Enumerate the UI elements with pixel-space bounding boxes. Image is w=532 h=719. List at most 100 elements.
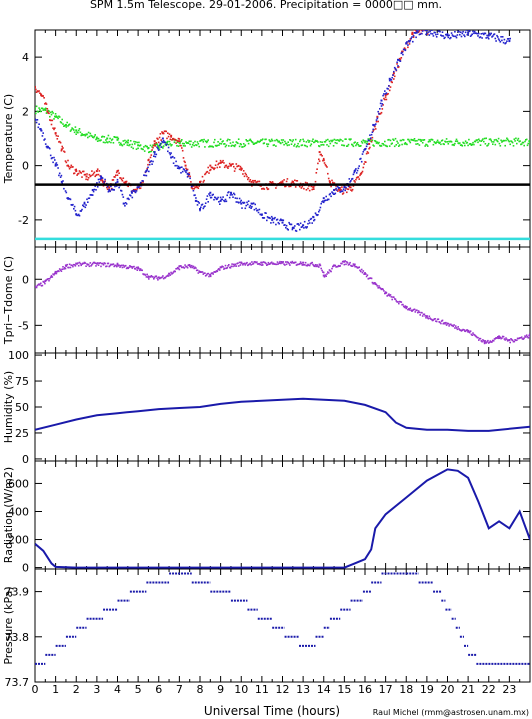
data-point [211,166,214,169]
data-point [389,86,392,88]
data-point [79,210,82,212]
data-point [412,139,415,142]
data-point [170,144,172,147]
data-point [145,170,148,173]
data-point [154,145,157,147]
data-point [218,144,220,146]
data-point [387,88,389,90]
data-point [237,265,240,267]
data-point [120,142,122,145]
data-point [389,139,392,142]
data-point [91,194,94,196]
data-point [448,325,450,327]
data-point [446,141,449,143]
data-point [269,140,271,143]
data-point [378,141,380,144]
data-point [463,329,465,331]
data-point [51,276,54,278]
data-point [486,145,488,147]
data-point [483,33,485,36]
data-point [494,37,497,40]
data-point [287,141,289,143]
data-point [153,144,155,147]
data-point [435,141,438,143]
data-point [246,201,248,204]
y-axis-label: Temperature (C) [2,94,15,184]
data-point [366,151,369,153]
data-point [428,34,431,36]
data-point [392,74,394,76]
data-point [471,143,473,146]
data-point [73,172,76,174]
data-point [116,180,119,183]
data-point [125,267,128,270]
data-point [391,76,393,79]
data-point [449,140,451,143]
data-point [204,140,207,142]
data-point [299,261,302,263]
data-point [89,262,92,264]
data-point [276,139,279,142]
data-point [209,275,212,278]
data-point [41,95,44,97]
data-point [414,140,417,142]
data-point [371,139,374,141]
data-point [295,230,298,232]
data-point [50,274,53,277]
data-point [87,201,89,203]
data-point [487,37,490,40]
series-group [35,468,530,569]
data-point [88,135,91,138]
data-point [361,153,364,155]
data-point [68,266,70,269]
data-point [63,268,65,270]
data-point [238,261,241,264]
data-point [141,148,143,150]
data-point [108,186,111,189]
data-point [139,187,142,189]
data-point [343,144,346,147]
data-point [335,266,337,268]
x-tick-label: 1 [52,683,59,696]
data-point [379,286,381,289]
data-point [213,198,215,201]
data-point [449,37,451,40]
data-point [416,140,418,142]
data-point [194,186,196,188]
data-point [219,199,222,202]
data-point [49,154,52,157]
data-point [351,177,354,180]
data-point [502,139,505,142]
data-point [60,122,63,124]
data-point [484,32,487,35]
data-point [313,141,316,143]
data-point [322,271,325,274]
data-point [85,265,87,267]
data-point [335,187,337,190]
data-point [308,222,311,224]
data-point [322,159,325,162]
data-point [156,146,158,149]
data-point [499,41,502,43]
data-point [175,142,177,144]
data-point [516,139,519,141]
data-point [339,189,342,192]
data-point [180,140,182,142]
data-point [116,263,119,266]
data-point [100,175,102,178]
y-tick-label: 50 [15,401,29,414]
data-point [285,226,287,229]
data-point [117,137,120,140]
data-point [277,263,280,265]
data-point [318,263,321,266]
data-point [324,163,327,166]
data-point [459,142,461,144]
data-point [298,224,300,226]
data-point [41,135,44,137]
data-point [497,38,500,40]
data-point [106,188,109,191]
data-point [201,271,204,273]
data-point [58,270,60,273]
data-point [54,163,57,165]
data-point [202,207,205,210]
